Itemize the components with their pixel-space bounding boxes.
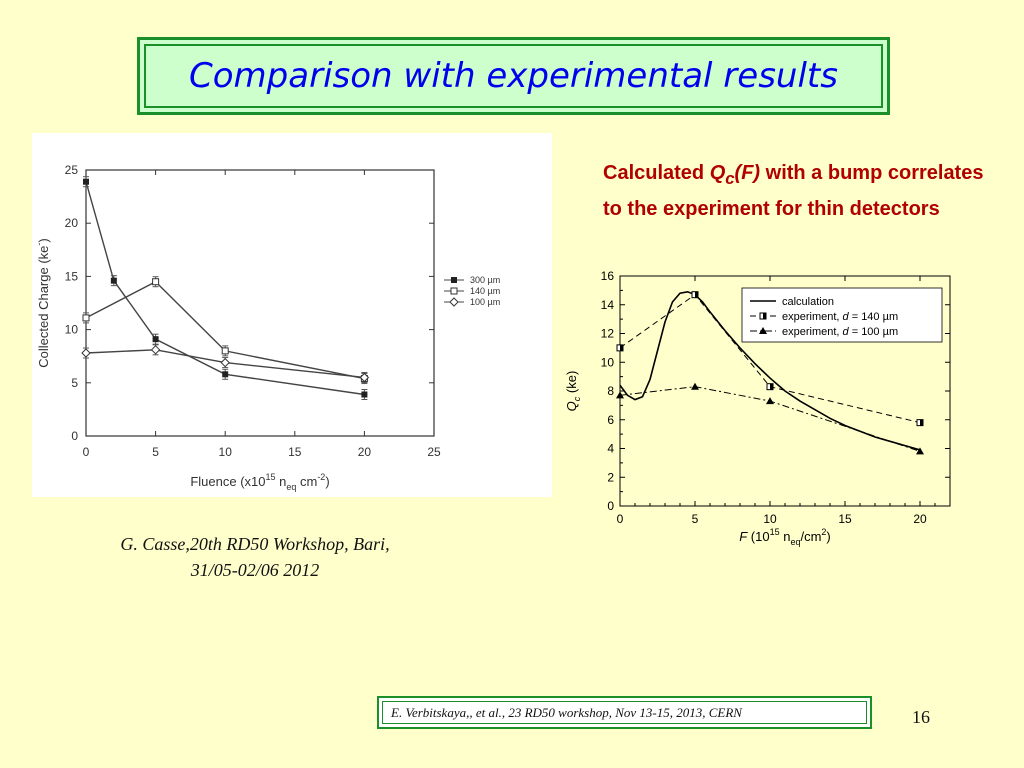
plot-frame <box>85 169 435 437</box>
right-chart-panel: 0 5 10 15 20 0 2 4 6 8 10 12 14 16 F (1015 neq/cm2) Qc … <box>556 266 960 556</box>
series-2 <box>81 344 370 383</box>
marker-diamond-open <box>81 348 91 358</box>
y-tick-label: 15 <box>65 269 79 283</box>
series-0 <box>83 176 368 401</box>
marker-diamond-open <box>150 345 161 355</box>
citation: G. Casse,20th RD50 Workshop, Bari, 31/05… <box>80 531 430 583</box>
marker-square-filled <box>222 371 229 378</box>
reference-text: E. Verbitskaya,, et al., 23 RD50 worksho… <box>382 701 867 724</box>
description-prefix: Calculated <box>603 162 710 184</box>
marker-square-open <box>221 347 229 355</box>
y-tick-label: 10 <box>601 355 615 369</box>
x-tick-label: 10 <box>219 445 233 459</box>
description-rest: with a bump correlates to the experiment… <box>603 162 984 220</box>
marker-square-filled <box>152 336 159 343</box>
qc-calculation-chart: 0 5 10 15 20 0 2 4 6 8 10 12 14 16 F (1015 neq/cm2) Qc … <box>564 269 951 547</box>
x-tick-label: 0 <box>83 445 90 459</box>
legend-label: experiment, d = 100 µm <box>782 326 898 338</box>
x-tick-label: 0 <box>617 512 624 526</box>
y-tick-label: 20 <box>65 216 79 230</box>
y-tick-label: 10 <box>65 323 79 337</box>
legend-label: 100 µm <box>470 297 500 307</box>
x-axis-label: F (1015 neq/cm2) <box>739 527 831 547</box>
marker-square-open <box>450 287 458 295</box>
y-tick-label: 0 <box>607 499 614 513</box>
x-tick-label: 5 <box>152 445 159 459</box>
y-tick-label: 12 <box>601 327 615 341</box>
y-tick-label: 5 <box>71 376 78 390</box>
citation-line1: G. Casse,20th RD50 Workshop, Bari, <box>120 534 390 554</box>
marker-square-half-fill <box>620 344 623 351</box>
series-line <box>619 294 921 424</box>
marker-square-filled <box>451 277 457 283</box>
marker-square-filled <box>361 391 368 398</box>
page-number: 16 <box>912 707 930 727</box>
marker-triangle-filled <box>916 447 924 455</box>
x-tick-label: 20 <box>913 512 927 526</box>
marker-triangle-filled <box>759 327 767 334</box>
legend-label: calculation <box>782 296 834 308</box>
collected-charge-chart: 0 5 10 15 20 25 0 5 10 15 20 25 Fluence (x1015 neq c… <box>34 163 500 492</box>
marker-triangle-filled <box>691 382 699 390</box>
x-tick-label: 10 <box>763 512 777 526</box>
title-box: Comparison with experimental results <box>137 37 890 115</box>
y-tick-label: 2 <box>607 470 614 484</box>
x-tick-label: 15 <box>288 445 302 459</box>
citation-line2: 31/05-02/06 2012 <box>190 560 320 580</box>
description-qc: Qc(F) <box>709 162 761 188</box>
marker-square-filled <box>110 277 117 284</box>
slide-title: Comparison with experimental results <box>189 56 838 96</box>
legend-label: experiment, d = 140 µm <box>782 311 898 323</box>
series-1 <box>616 291 924 427</box>
y-axis-label: Collected Charge (ke-) <box>34 238 51 367</box>
y-tick-label: 16 <box>601 269 615 283</box>
x-tick-label: 5 <box>692 512 699 526</box>
marker-square-open <box>82 314 90 322</box>
marker-square-open <box>152 278 160 286</box>
marker-triangle-filled <box>616 391 624 399</box>
description-f: (F) <box>734 162 761 184</box>
series-line <box>85 349 365 379</box>
marker-square-half-fill <box>763 313 766 319</box>
marker-triangle-filled <box>766 397 774 405</box>
title-inner-frame: Comparison with experimental results <box>144 44 883 108</box>
y-tick-label: 8 <box>607 384 614 398</box>
y-tick-label: 4 <box>607 442 614 456</box>
series-2 <box>616 382 924 455</box>
y-tick-label: 6 <box>607 413 614 427</box>
legend-label: 300 µm <box>470 275 500 285</box>
reference-box: E. Verbitskaya,, et al., 23 RD50 worksho… <box>377 696 872 729</box>
y-tick-label: 14 <box>601 298 615 312</box>
series-line <box>619 386 921 452</box>
legend-box <box>741 287 943 343</box>
y-tick-label: 25 <box>65 163 79 177</box>
legend-label: 140 µm <box>470 286 500 296</box>
description-text: Calculated Qc(F) with a bump correlates … <box>603 158 1003 225</box>
marker-diamond-open <box>220 357 230 368</box>
x-axis-label: Fluence (x1015 neq cm-2) <box>190 472 329 492</box>
x-tick-label: 15 <box>838 512 852 526</box>
marker-square-half-fill <box>920 419 923 426</box>
y-axis-label: Qc (ke) <box>564 371 582 412</box>
x-tick-label: 25 <box>427 445 441 459</box>
marker-square-half-fill <box>695 291 698 298</box>
marker-square-half-fill <box>770 383 773 390</box>
marker-square-filled <box>83 178 89 185</box>
series-line <box>85 280 365 380</box>
y-tick-label: 0 <box>71 429 78 443</box>
x-tick-label: 20 <box>358 445 372 459</box>
marker-diamond-open <box>449 297 459 307</box>
description-qc-sub: c <box>725 169 735 188</box>
left-chart-panel: 0 5 10 15 20 25 0 5 10 15 20 25 Fluence (x1015 neq c… <box>32 133 552 497</box>
marker-diamond-open <box>359 372 370 383</box>
